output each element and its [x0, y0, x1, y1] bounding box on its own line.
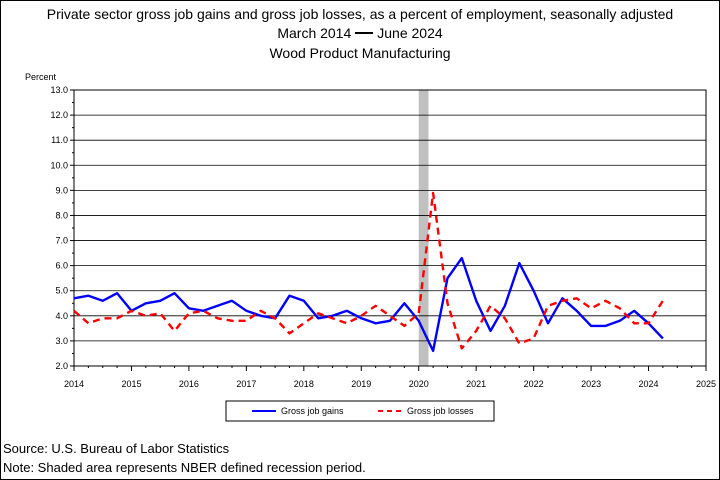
series-line-gross-job-gains: [73, 256, 664, 353]
y-axis-label: Percent: [25, 72, 57, 82]
x-tick-label: 2015: [121, 379, 141, 389]
date-range-start: March 2014: [277, 25, 352, 41]
chart-date-range: March 2014 June 2024: [0, 25, 720, 41]
x-tick-label: 2014: [64, 379, 84, 389]
legend-label-gains: Gross job gains: [281, 406, 344, 416]
recession-band: [418, 90, 429, 366]
y-tick-label: 11.0: [51, 135, 68, 145]
x-tick-label: 2018: [294, 379, 314, 389]
dash-symbol: [355, 32, 374, 35]
recession-note: Note: Shaded area represents NBER define…: [3, 460, 366, 475]
y-tick-label: 13.0: [50, 85, 68, 95]
x-tick-label: 2025: [696, 379, 716, 389]
y-tick-label: 9.0: [55, 185, 68, 195]
date-range-end: June 2024: [377, 25, 443, 41]
y-tick-label: 7.0: [55, 236, 68, 246]
legend-label-losses: Gross job losses: [407, 406, 474, 416]
x-tick-label: 2021: [466, 379, 486, 389]
x-tick-label: 2019: [351, 379, 371, 389]
x-tick-label: 2023: [581, 379, 601, 389]
series-line-gross-job-losses: [73, 191, 664, 350]
y-tick-label: 8.0: [55, 210, 68, 220]
y-tick-label: 10.0: [50, 160, 68, 170]
y-tick-label: 4.0: [55, 311, 68, 321]
chart-title: Private sector gross job gains and gross…: [46, 6, 674, 22]
legend-box: [225, 400, 495, 422]
chart-subtitle: Wood Product Manufacturing: [269, 45, 451, 61]
x-tick-label: 2020: [409, 379, 429, 389]
y-tick-label: 2.0: [55, 361, 68, 371]
x-tick-label: 2017: [236, 379, 256, 389]
x-tick-label: 2022: [524, 379, 544, 389]
y-tick-label: 3.0: [55, 336, 68, 346]
x-tick-label: 2024: [639, 379, 659, 389]
x-tick-label: 2016: [179, 379, 199, 389]
y-tick-label: 12.0: [50, 110, 68, 120]
y-tick-label: 5.0: [55, 286, 68, 296]
source-note: Source: U.S. Bureau of Labor Statistics: [3, 441, 230, 456]
y-tick-label: 6.0: [55, 261, 68, 271]
